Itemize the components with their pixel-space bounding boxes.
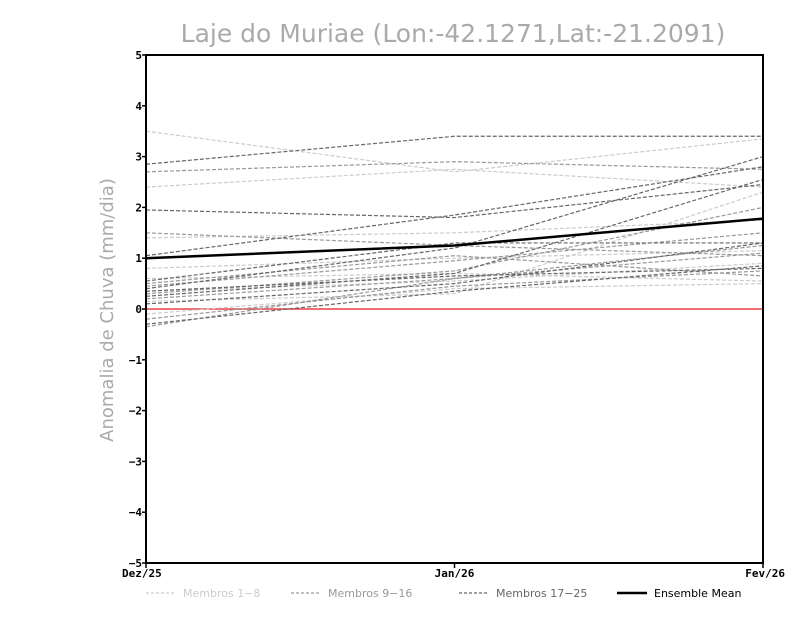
x-tick-label: Fev/26 [745, 567, 785, 580]
x-tick-label: Dez/25 [122, 567, 162, 580]
legend-item: Membros 9−16 [291, 587, 412, 600]
member-series-line-8 [145, 191, 764, 302]
member-series-line-1 [145, 130, 764, 173]
member-series-line-3 [145, 219, 764, 239]
member-series-line-10 [145, 232, 764, 257]
member-series-line-23 [145, 267, 764, 292]
y-tick-label: 1 [135, 252, 142, 265]
member-series-line-16 [145, 255, 764, 285]
member-series-line-4 [145, 249, 764, 269]
y-tick-label: 3 [135, 151, 142, 164]
member-series-line-19 [145, 166, 764, 257]
member-series-line-22 [145, 242, 764, 305]
y-tick-label: −4 [129, 506, 143, 519]
y-axis-label: Anomalia de Chuva (mm/dia) [97, 178, 118, 442]
legend-item: Membros 1−8 [146, 587, 260, 600]
legend-label: Ensemble Mean [654, 587, 741, 600]
member-series-line-24 [145, 265, 764, 325]
member-series-line-18 [145, 183, 764, 219]
legend-item: Membros 17−25 [459, 587, 587, 600]
chart-title: Laje do Muriae (Lon:-42.1271,Lat:-21.209… [181, 19, 726, 48]
member-series-line-5 [145, 272, 764, 282]
legend-item: Ensemble Mean [617, 587, 741, 600]
plot-area: −5 −4 −3 −2 −1 0 1 2 3 4 5 Dez/25 Jan/26 Fev/26 [122, 49, 785, 580]
y-tick-label: 5 [135, 49, 142, 62]
y-tick-label: 0 [135, 303, 142, 316]
legend-label: Membros 1−8 [183, 587, 260, 600]
y-tick-label: 2 [135, 201, 142, 214]
member-series-line-6 [145, 262, 764, 292]
legend-label: Membros 9−16 [328, 587, 412, 600]
member-series-line-20 [145, 156, 764, 290]
member-series-line-2 [145, 168, 764, 188]
x-tick-label: Jan/26 [435, 567, 475, 580]
y-tick-label: −2 [129, 405, 142, 418]
y-tick-label: −5 [129, 557, 142, 570]
member-series-line-11 [145, 232, 764, 287]
member-series-line-21 [145, 178, 764, 297]
ensemble-mean-line [145, 217, 764, 260]
legend: Membros 1−8 Membros 9−16 Membros 17−25 Ense… [146, 587, 741, 600]
y-tick-label: −1 [129, 354, 143, 367]
legend-label: Membros 17−25 [496, 587, 587, 600]
member-series-line-25 [145, 242, 763, 282]
member-series-line-9 [145, 161, 764, 173]
y-tick-label: 4 [135, 100, 142, 113]
y-tick-label: −3 [129, 455, 142, 468]
member-series-line-7 [145, 283, 764, 315]
member-series-line-17 [145, 135, 763, 165]
member-series-line-14 [145, 270, 764, 320]
